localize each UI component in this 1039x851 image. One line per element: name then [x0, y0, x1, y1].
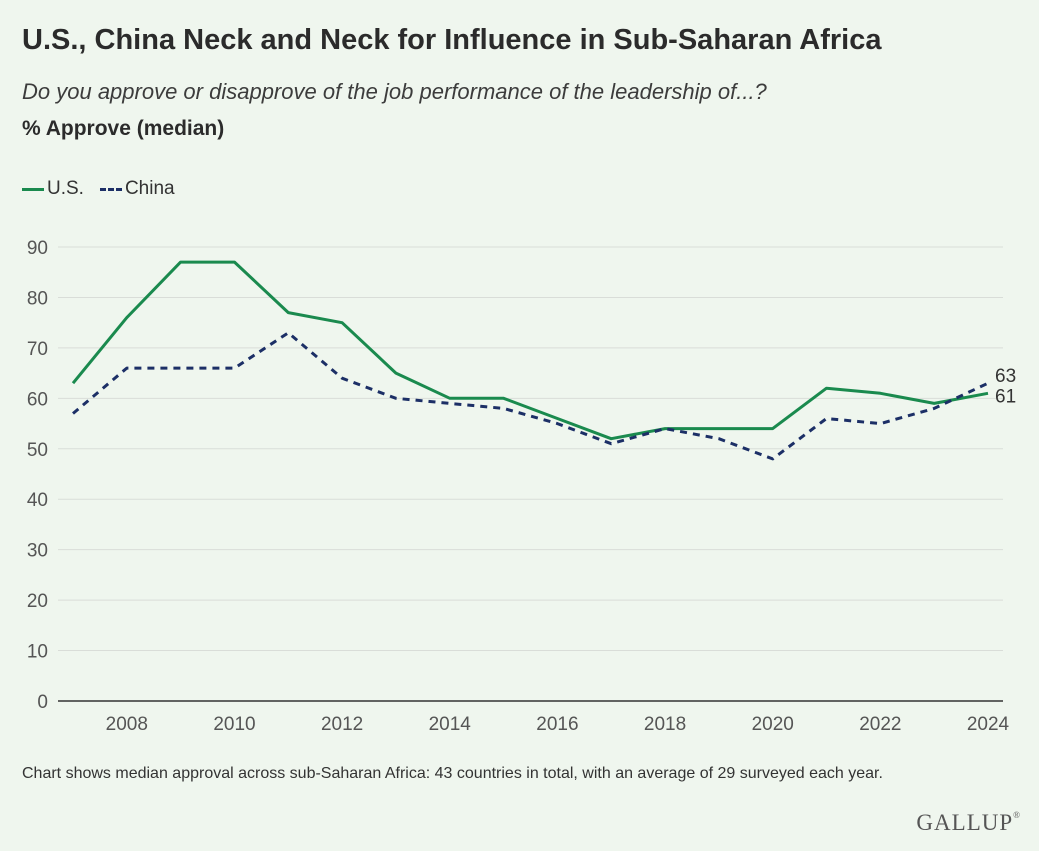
x-tick-label: 2020	[752, 714, 794, 735]
y-tick-label: 80	[27, 288, 48, 309]
end-label-us: 61	[995, 386, 1016, 407]
x-tick-label: 2008	[106, 714, 148, 735]
x-tick-label: 2016	[536, 714, 578, 735]
x-tick-label: 2014	[429, 714, 472, 735]
y-tick-label: 50	[27, 440, 48, 461]
gallup-logo: GALLUP®	[916, 810, 1021, 835]
y-tick-label: 90	[27, 238, 48, 259]
chart-title: U.S., China Neck and Neck for Influence …	[22, 24, 882, 56]
y-tick-label: 60	[27, 389, 48, 410]
y-tick-label: 40	[27, 490, 48, 511]
x-tick-label: 2010	[213, 714, 255, 735]
measure-label: % Approve (median)	[22, 117, 225, 140]
logo-text: GALLUP	[916, 810, 1014, 835]
legend-swatch-china	[99, 187, 122, 191]
y-tick-label: 0	[37, 692, 48, 713]
legend-item-china: China	[99, 178, 175, 200]
x-tick-label: 2024	[967, 714, 1010, 735]
x-tick-label: 2012	[321, 714, 363, 735]
legend-item-us: U.S.	[22, 178, 84, 200]
legend-label-us: U.S.	[47, 178, 84, 199]
chart-subtitle: Do you approve or disapprove of the job …	[22, 79, 767, 104]
series-line-china	[72, 331, 989, 461]
end-label-china: 63	[995, 366, 1016, 387]
y-tick-label: 70	[27, 339, 48, 360]
legend-label-china: China	[124, 178, 175, 199]
series-line-us	[71, 260, 989, 441]
y-tick-label: 10	[27, 642, 48, 663]
x-tick-label: 2018	[644, 714, 686, 735]
legend: U.S. China	[22, 178, 191, 200]
footnote: Chart shows median approval across sub-S…	[22, 765, 883, 782]
line-chart: 0 10 20 30 40 50 60 70 80 90 2008 2010 2012 2014 2016 2…	[27, 238, 1016, 735]
legend-swatch-us	[22, 187, 44, 191]
y-tick-label: 20	[27, 591, 48, 612]
x-tick-label: 2022	[859, 714, 901, 735]
y-tick-label: 30	[27, 541, 48, 562]
